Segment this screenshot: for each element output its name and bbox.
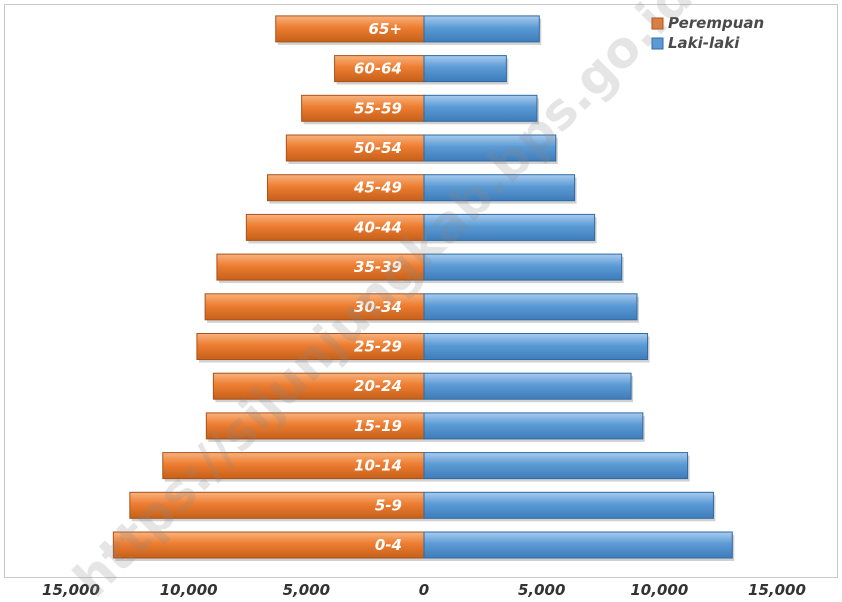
- x-tick-label: 10,000: [160, 581, 218, 599]
- bar-perempuan-40-44: [245, 213, 425, 241]
- bars-group: [112, 15, 735, 561]
- category-label-15-19: 15-19: [354, 417, 402, 435]
- bar-laki-laki-30-34: [423, 293, 638, 321]
- x-tick-label: 15,000: [748, 581, 806, 599]
- x-axis-ticks: 15,000 10,000 5,000 0 5,000 10,000 15,000: [42, 581, 806, 599]
- category-label-5-9: 5-9: [375, 496, 402, 514]
- bar-perempuan-30-34: [204, 293, 425, 321]
- legend-swatch: [651, 17, 664, 30]
- x-tick-label: 0: [419, 581, 429, 599]
- x-tick-label: 5,000: [518, 581, 565, 599]
- bar-laki-laki-40-44: [423, 213, 596, 241]
- bar-laki-laki-55-59: [423, 94, 538, 122]
- x-tick-label: 5,000: [283, 581, 330, 599]
- category-label-20-24: 20-24: [354, 377, 402, 395]
- bar-laki-laki-45-49: [423, 174, 576, 202]
- bar-perempuan-10-14: [162, 452, 425, 480]
- legend-swatch: [651, 37, 664, 50]
- category-label-40-44: 40-44: [353, 218, 402, 236]
- category-label-35-39: 35-39: [354, 258, 402, 276]
- bar-perempuan-0-4: [112, 531, 425, 559]
- bar-perempuan-55-59: [301, 94, 425, 122]
- bar-laki-laki-15-19: [423, 412, 644, 440]
- bar-perempuan-5-9: [129, 491, 425, 519]
- category-label-0-4: 0-4: [375, 536, 402, 554]
- legend-label: Laki-laki: [668, 34, 740, 52]
- category-labels: 0-4 5-9 10-14 15-19 20-24 25-29 30-34 35-39 40-4…: [353, 20, 402, 554]
- bar-laki-laki-65+: [423, 15, 540, 43]
- x-tick-label: 15,000: [42, 581, 100, 599]
- bar-laki-laki-0-4: [423, 531, 733, 559]
- category-label-45-49: 45-49: [353, 179, 402, 197]
- category-label-50-54: 50-54: [354, 139, 402, 157]
- category-label-30-34: 30-34: [354, 298, 402, 316]
- category-label-60-64: 60-64: [354, 60, 402, 78]
- legend-label: Perempuan: [668, 14, 764, 32]
- category-label-65+: 65+: [369, 20, 402, 38]
- bar-laki-laki-50-54: [423, 134, 557, 162]
- bar-laki-laki-35-39: [423, 253, 623, 281]
- bar-perempuan-50-54: [285, 134, 425, 162]
- bar-laki-laki-60-64: [423, 55, 507, 83]
- x-tick-label: 10,000: [630, 581, 688, 599]
- bar-perempuan-65+: [275, 15, 425, 43]
- category-label-55-59: 55-59: [354, 99, 402, 117]
- bar-perempuan-45-49: [267, 174, 425, 202]
- bar-laki-laki-10-14: [423, 452, 689, 480]
- bar-perempuan-15-19: [205, 412, 425, 440]
- bar-laki-laki-20-24: [423, 372, 632, 400]
- bar-laki-laki-25-29: [423, 333, 649, 360]
- category-label-25-29: 25-29: [354, 338, 402, 356]
- category-label-10-14: 10-14: [354, 457, 402, 475]
- bar-laki-laki-5-9: [423, 491, 714, 519]
- bar-perempuan-20-24: [212, 372, 425, 400]
- bar-perempuan-60-64: [334, 55, 425, 83]
- legend: Perempuan Laki-laki: [651, 14, 764, 52]
